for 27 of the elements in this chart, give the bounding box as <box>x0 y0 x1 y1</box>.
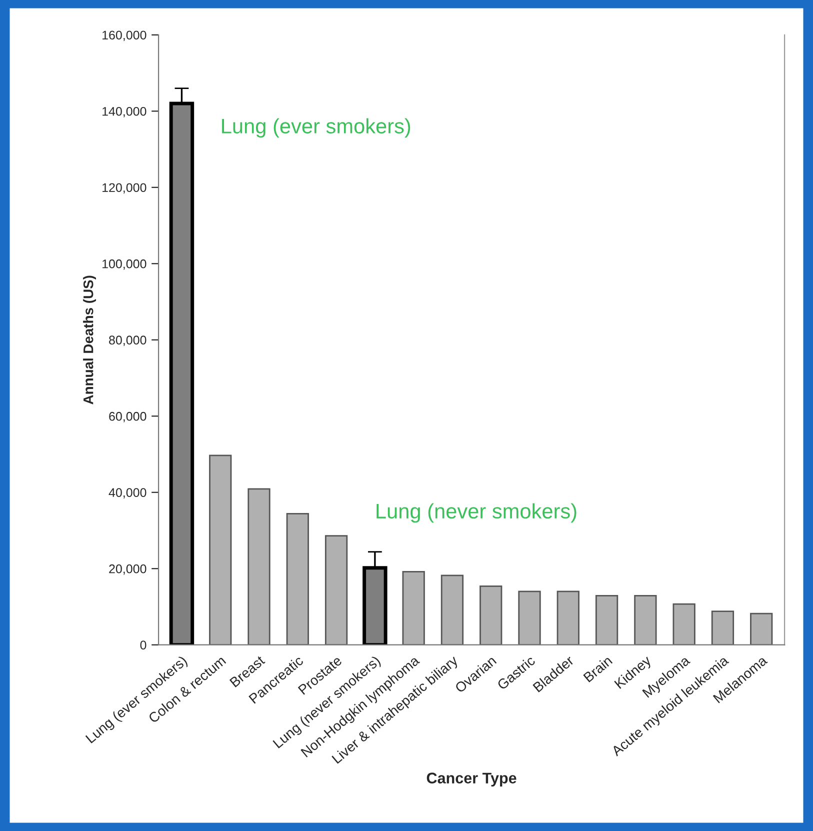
y-tick-label: 20,000 <box>109 564 146 575</box>
y-tick-label: 60,000 <box>109 412 146 422</box>
bar <box>286 513 309 645</box>
bar <box>672 603 696 645</box>
bar <box>324 535 348 645</box>
y-tick-label: 80,000 <box>109 336 146 346</box>
y-tick-label: 100,000 <box>102 259 146 270</box>
bar <box>248 488 270 645</box>
bar <box>480 585 502 645</box>
bar <box>518 590 541 645</box>
bar <box>711 610 734 645</box>
bar <box>595 594 618 645</box>
bar <box>402 570 425 645</box>
bar <box>209 454 232 645</box>
y-tick-label: 160,000 <box>102 30 146 42</box>
x-axis-title: Cancer Type <box>426 772 516 787</box>
bar <box>634 594 657 645</box>
annotation: Lung (never smokers) <box>376 503 576 523</box>
y-tick-label: 140,000 <box>102 106 146 118</box>
bar <box>440 574 464 645</box>
y-axis-title: Annual Deaths (US) <box>83 276 96 404</box>
bar <box>750 612 773 645</box>
y-tick-label: 40,000 <box>108 488 146 498</box>
bar <box>556 590 580 645</box>
y-tick-label: 120,000 <box>102 183 146 194</box>
annotation: Lung (ever smokers) <box>222 118 410 138</box>
y-tick-label: 0 <box>140 640 146 650</box>
